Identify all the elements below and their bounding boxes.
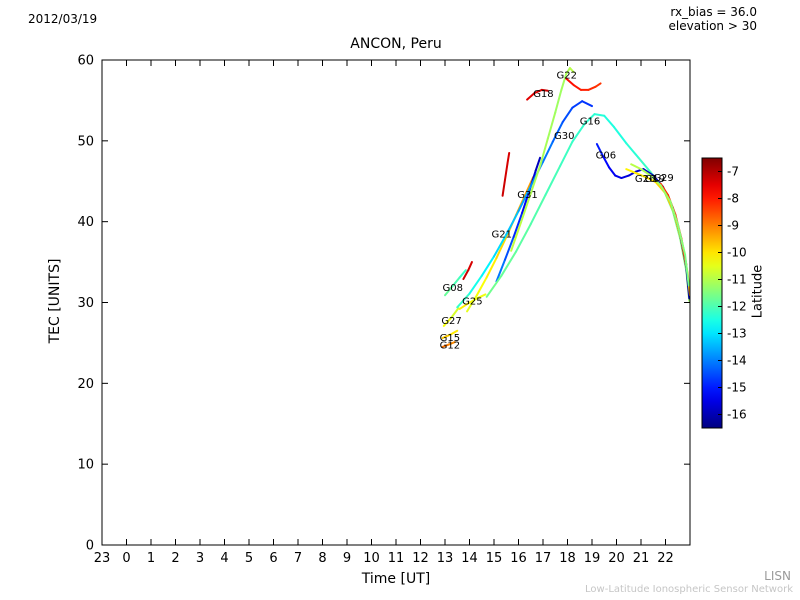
- tick-label: 10: [363, 551, 380, 566]
- tick-label: 23: [94, 551, 111, 566]
- tick-label: 22: [657, 551, 674, 566]
- tick-label: 19: [584, 551, 601, 566]
- tick-label: 17: [535, 551, 552, 566]
- satellite-label-G12: G12: [440, 340, 460, 351]
- tick-label: 3: [196, 551, 204, 566]
- rx-bias-label: rx_bias = 36.0: [670, 5, 757, 19]
- tick-label: 6: [269, 551, 277, 566]
- tick-label: 0: [86, 539, 94, 554]
- satellite-label-G08: G08: [443, 283, 463, 294]
- tick-label: 7: [294, 551, 302, 566]
- satellite-label-G19: G19: [645, 174, 665, 185]
- tick-label: 10: [77, 458, 94, 473]
- satellite-label-G31: G31: [517, 190, 537, 201]
- tick-label: -9: [727, 219, 739, 233]
- elevation-label: elevation > 30: [668, 19, 758, 33]
- tick-label: 20: [77, 377, 94, 392]
- tick-label: 8: [318, 551, 326, 566]
- tick-label: 14: [461, 551, 478, 566]
- satellite-label-G18: G18: [533, 89, 553, 100]
- tick-label: 50: [77, 134, 94, 149]
- watermark-network-name: Low-Latitude Ionospheric Sensor Network: [585, 584, 793, 595]
- tick-label: 12: [412, 551, 429, 566]
- series-G18: [526, 88, 549, 101]
- watermark-lisn: LISN: [764, 569, 791, 583]
- satellite-label-G16: G16: [580, 116, 600, 127]
- series-G16: [485, 113, 690, 302]
- satellite-label-G26: G26: [635, 174, 655, 185]
- series-track-red-1: [462, 261, 473, 281]
- tick-label: 40: [77, 215, 94, 230]
- satellite-label-G21: G21: [492, 230, 512, 241]
- series-G12: [441, 341, 456, 348]
- receiver-info: rx_bias = 36.0 elevation > 30: [669, 5, 758, 33]
- satellite-label-G25: G25: [462, 297, 482, 308]
- tick-label: 30: [77, 296, 94, 311]
- tick-label: 4: [220, 551, 228, 566]
- tick-label: -16: [727, 408, 747, 422]
- tick-label: -11: [727, 273, 747, 287]
- tick-label: 21: [633, 551, 650, 566]
- satellite-label-G29: G29: [653, 173, 673, 184]
- satellite-label-G06: G06: [596, 150, 616, 161]
- series-track-red-3: [565, 77, 602, 91]
- colorbar: -7 -8 -9 -10 -11 -12 -13 -14 -15 -16: [701, 157, 747, 429]
- tick-label: 60: [77, 54, 94, 69]
- tick-label: 15: [486, 551, 503, 566]
- satellite-label-G27: G27: [441, 316, 461, 327]
- tick-label: 20: [608, 551, 625, 566]
- tick-label: 9: [343, 551, 351, 566]
- date-label: 2012/03/19: [28, 12, 98, 26]
- satellite-label-G15: G15: [440, 333, 460, 344]
- series-G22: [510, 67, 575, 252]
- series-track-red-2: [501, 151, 511, 197]
- tick-label: -14: [727, 354, 747, 368]
- tick-label: 18: [559, 551, 576, 566]
- tick-label: 5: [245, 551, 253, 566]
- x-axis-title: Time [UT]: [361, 571, 431, 587]
- tick-label: 2: [171, 551, 179, 566]
- series-G19: [630, 163, 690, 287]
- tick-label: -10: [727, 246, 747, 260]
- chart-title: ANCON, Peru: [350, 36, 442, 52]
- tick-label: -7: [727, 165, 739, 179]
- axes: 23 0 1 2 3 4 5 6 7 8 9 10 11 12 13 14 15 16 17 18 19 20 21 2201…: [77, 54, 691, 566]
- series-G08: [444, 269, 467, 297]
- tick-label: -8: [727, 192, 739, 206]
- series-G27: [442, 307, 460, 327]
- series-layer: [441, 67, 690, 348]
- tick-label: 11: [388, 551, 405, 566]
- tick-label: 16: [510, 551, 527, 566]
- tick-label: -13: [727, 327, 747, 341]
- satellite-label-G30: G30: [554, 131, 574, 142]
- tick-label: 1: [147, 551, 155, 566]
- series-G15: [441, 329, 459, 340]
- tick-label: 0: [122, 551, 130, 566]
- tick-label: -12: [727, 300, 747, 314]
- tick-label: 13: [437, 551, 454, 566]
- satellite-label-G22: G22: [556, 70, 576, 81]
- tick-label: -15: [727, 381, 747, 395]
